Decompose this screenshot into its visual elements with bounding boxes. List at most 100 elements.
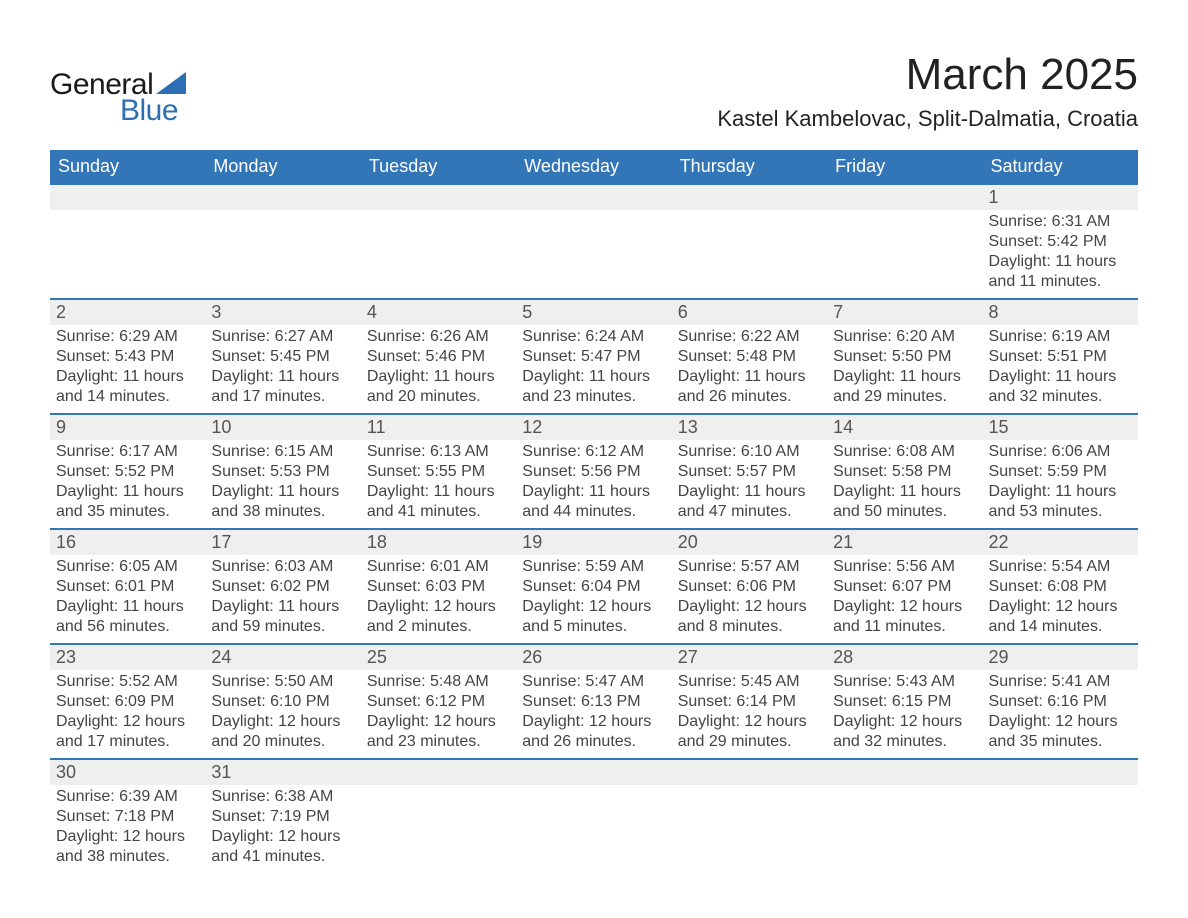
day-daylight1: Daylight: 12 hours [522, 597, 665, 617]
day-sunset: Sunset: 5:57 PM [678, 462, 821, 482]
day-details: Sunrise: 6:05 AMSunset: 6:01 PMDaylight:… [56, 557, 199, 637]
day-number-cell: 15 [983, 414, 1138, 440]
weekday-wednesday: Wednesday [516, 150, 671, 184]
day-number: 12 [522, 417, 542, 437]
day-number: 31 [211, 762, 231, 782]
day-number-cell: 1 [983, 184, 1138, 210]
day-details: Sunrise: 6:20 AMSunset: 5:50 PMDaylight:… [833, 327, 976, 407]
day-sunset: Sunset: 7:19 PM [211, 807, 354, 827]
day-number: 23 [56, 647, 76, 667]
day-details: Sunrise: 5:52 AMSunset: 6:09 PMDaylight:… [56, 672, 199, 752]
day-sunset: Sunset: 5:48 PM [678, 347, 821, 367]
day-sunset: Sunset: 6:02 PM [211, 577, 354, 597]
day-sunrise: Sunrise: 6:24 AM [522, 327, 665, 347]
day-daylight1: Daylight: 12 hours [367, 712, 510, 732]
day-number: 3 [211, 302, 221, 322]
day-content-cell: Sunrise: 6:26 AMSunset: 5:46 PMDaylight:… [361, 325, 516, 414]
day-sunset: Sunset: 6:03 PM [367, 577, 510, 597]
day-number-cell: 10 [205, 414, 360, 440]
day-content-cell: Sunrise: 6:15 AMSunset: 5:53 PMDaylight:… [205, 440, 360, 529]
calendar-body: 1Sunrise: 6:31 AMSunset: 5:42 PMDaylight… [50, 184, 1138, 873]
day-number-cell [205, 184, 360, 210]
day-sunrise: Sunrise: 6:31 AM [989, 212, 1132, 232]
day-daylight1: Daylight: 11 hours [833, 367, 976, 387]
day-content-cell [672, 210, 827, 299]
day-content-cell: Sunrise: 6:06 AMSunset: 5:59 PMDaylight:… [983, 440, 1138, 529]
day-sunset: Sunset: 6:12 PM [367, 692, 510, 712]
weekday-sunday: Sunday [50, 150, 205, 184]
day-sunrise: Sunrise: 5:43 AM [833, 672, 976, 692]
day-number: 6 [678, 302, 688, 322]
day-sunrise: Sunrise: 5:50 AM [211, 672, 354, 692]
day-number-cell [983, 759, 1138, 785]
day-sunrise: Sunrise: 6:26 AM [367, 327, 510, 347]
day-number-cell [672, 184, 827, 210]
day-details: Sunrise: 6:13 AMSunset: 5:55 PMDaylight:… [367, 442, 510, 522]
day-content-cell: Sunrise: 5:59 AMSunset: 6:04 PMDaylight:… [516, 555, 671, 644]
day-number: 30 [56, 762, 76, 782]
day-number: 16 [56, 532, 76, 552]
week-content-row: Sunrise: 6:29 AMSunset: 5:43 PMDaylight:… [50, 325, 1138, 414]
day-sunrise: Sunrise: 6:06 AM [989, 442, 1132, 462]
day-sunrise: Sunrise: 5:59 AM [522, 557, 665, 577]
day-details: Sunrise: 6:15 AMSunset: 5:53 PMDaylight:… [211, 442, 354, 522]
day-content-cell: Sunrise: 5:57 AMSunset: 6:06 PMDaylight:… [672, 555, 827, 644]
day-daylight2: and 23 minutes. [522, 387, 665, 407]
day-content-cell: Sunrise: 6:20 AMSunset: 5:50 PMDaylight:… [827, 325, 982, 414]
day-number-cell: 14 [827, 414, 982, 440]
day-sunset: Sunset: 6:16 PM [989, 692, 1132, 712]
day-number-cell [50, 184, 205, 210]
day-sunset: Sunset: 5:51 PM [989, 347, 1132, 367]
day-sunset: Sunset: 6:14 PM [678, 692, 821, 712]
day-sunrise: Sunrise: 5:57 AM [678, 557, 821, 577]
day-sunrise: Sunrise: 5:48 AM [367, 672, 510, 692]
day-details: Sunrise: 6:38 AMSunset: 7:19 PMDaylight:… [211, 787, 354, 867]
day-number: 18 [367, 532, 387, 552]
day-number-cell [672, 759, 827, 785]
day-sunrise: Sunrise: 6:15 AM [211, 442, 354, 462]
day-sunrise: Sunrise: 5:47 AM [522, 672, 665, 692]
day-details: Sunrise: 5:54 AMSunset: 6:08 PMDaylight:… [989, 557, 1132, 637]
day-number: 13 [678, 417, 698, 437]
day-details: Sunrise: 6:22 AMSunset: 5:48 PMDaylight:… [678, 327, 821, 407]
day-daylight1: Daylight: 12 hours [833, 597, 976, 617]
day-daylight2: and 5 minutes. [522, 617, 665, 637]
day-daylight2: and 29 minutes. [833, 387, 976, 407]
day-sunset: Sunset: 5:43 PM [56, 347, 199, 367]
day-content-cell: Sunrise: 6:19 AMSunset: 5:51 PMDaylight:… [983, 325, 1138, 414]
day-content-cell: Sunrise: 5:45 AMSunset: 6:14 PMDaylight:… [672, 670, 827, 759]
day-details: Sunrise: 5:47 AMSunset: 6:13 PMDaylight:… [522, 672, 665, 752]
day-details: Sunrise: 6:27 AMSunset: 5:45 PMDaylight:… [211, 327, 354, 407]
day-sunrise: Sunrise: 6:17 AM [56, 442, 199, 462]
day-daylight1: Daylight: 12 hours [678, 597, 821, 617]
week-content-row: Sunrise: 5:52 AMSunset: 6:09 PMDaylight:… [50, 670, 1138, 759]
day-content-cell [205, 210, 360, 299]
day-number-cell: 12 [516, 414, 671, 440]
day-daylight1: Daylight: 11 hours [833, 482, 976, 502]
day-sunset: Sunset: 6:15 PM [833, 692, 976, 712]
day-sunrise: Sunrise: 5:45 AM [678, 672, 821, 692]
day-number: 11 [367, 417, 386, 437]
day-content-cell: Sunrise: 5:54 AMSunset: 6:08 PMDaylight:… [983, 555, 1138, 644]
day-daylight1: Daylight: 11 hours [211, 482, 354, 502]
logo-triangle-icon [156, 72, 186, 94]
day-daylight2: and 29 minutes. [678, 732, 821, 752]
day-content-cell: Sunrise: 6:22 AMSunset: 5:48 PMDaylight:… [672, 325, 827, 414]
day-daylight1: Daylight: 11 hours [211, 597, 354, 617]
day-daylight1: Daylight: 12 hours [211, 712, 354, 732]
day-daylight2: and 41 minutes. [211, 847, 354, 867]
day-daylight1: Daylight: 12 hours [833, 712, 976, 732]
day-number-cell [827, 759, 982, 785]
day-number-cell: 7 [827, 299, 982, 325]
day-details: Sunrise: 5:45 AMSunset: 6:14 PMDaylight:… [678, 672, 821, 752]
weekday-saturday: Saturday [983, 150, 1138, 184]
day-content-cell [827, 785, 982, 873]
day-sunrise: Sunrise: 5:56 AM [833, 557, 976, 577]
day-number: 14 [833, 417, 853, 437]
day-number-cell: 25 [361, 644, 516, 670]
day-daylight1: Daylight: 12 hours [989, 597, 1132, 617]
day-daylight1: Daylight: 12 hours [211, 827, 354, 847]
week-daynum-row: 16171819202122 [50, 529, 1138, 555]
day-daylight2: and 38 minutes. [56, 847, 199, 867]
day-daylight2: and 23 minutes. [367, 732, 510, 752]
